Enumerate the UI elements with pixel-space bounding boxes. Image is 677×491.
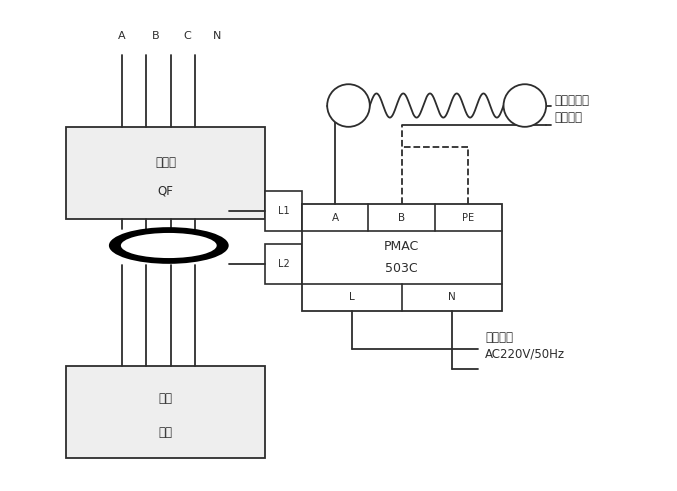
Text: L2: L2 (278, 259, 290, 269)
Ellipse shape (109, 227, 229, 264)
Text: QF: QF (158, 185, 173, 198)
Text: N: N (447, 292, 456, 302)
Bar (302, 204, 502, 311)
Bar (66, 127, 265, 219)
Text: 工作电源: 工作电源 (485, 331, 513, 344)
Text: 503C: 503C (385, 262, 418, 274)
Bar (265, 191, 302, 231)
Text: A: A (118, 30, 126, 41)
Text: PMAC: PMAC (384, 241, 419, 253)
Text: 至电气火灾: 至电气火灾 (554, 94, 590, 107)
Text: 断路器: 断路器 (155, 156, 176, 168)
Text: B: B (152, 30, 159, 41)
Text: N: N (213, 30, 221, 41)
Text: L: L (349, 292, 355, 302)
Text: A: A (332, 213, 338, 223)
Text: PE: PE (462, 213, 475, 223)
Text: B: B (398, 213, 406, 223)
Bar (265, 245, 302, 284)
Bar (66, 366, 265, 458)
Text: AC220V/50Hz: AC220V/50Hz (485, 348, 565, 360)
Ellipse shape (121, 233, 217, 258)
Ellipse shape (504, 84, 546, 127)
Text: 监控主机: 监控主机 (554, 111, 583, 124)
Text: L1: L1 (278, 206, 289, 216)
Text: 用电: 用电 (158, 392, 173, 405)
Text: 设备: 设备 (158, 426, 173, 438)
Text: C: C (183, 30, 191, 41)
Ellipse shape (327, 84, 370, 127)
